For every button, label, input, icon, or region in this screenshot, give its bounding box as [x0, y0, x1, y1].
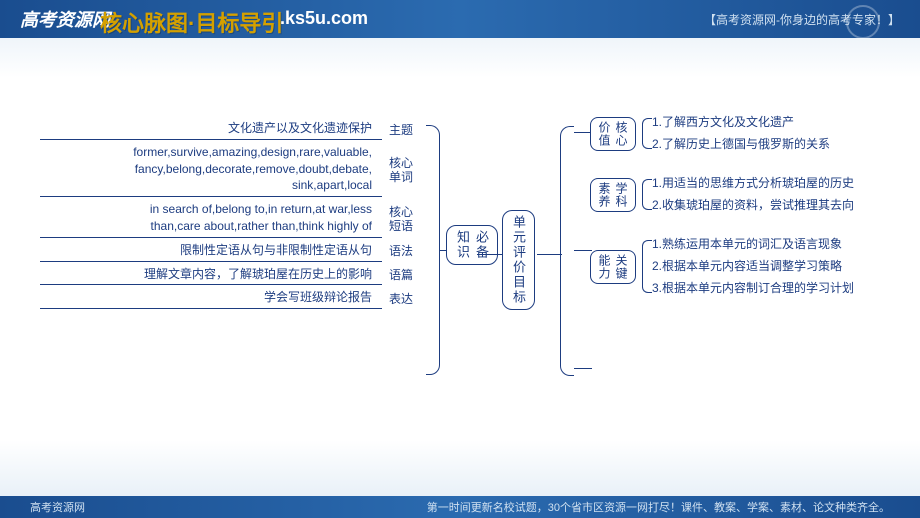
- left-content: 理解文章内容，了解琥珀屋在历史上的影响: [40, 266, 382, 286]
- header-url: .ks5u.com: [280, 8, 368, 29]
- list-item: 1.熟练运用本单元的词汇及语言现象: [652, 234, 854, 256]
- footer-right: 第一时间更新名校试题，30个省市区资源一网打尽！课件、教案、学案、素材、论文种类…: [427, 499, 890, 515]
- left-content: 文化遗产以及文化遗迹保护: [40, 120, 382, 140]
- left-label: 表达: [382, 292, 420, 306]
- left-label: 核心 短语: [382, 205, 420, 234]
- connector: [537, 254, 562, 255]
- left-row-expression: 学会写班级辩论报告 表达: [40, 289, 420, 309]
- mindmap-diagram: 文化遗产以及文化遗迹保护 主题 former,survive,amazing,d…: [40, 120, 880, 458]
- list-item: 3.根据本单元内容制订合理的学习计划: [652, 278, 854, 300]
- left-row-words: former,survive,amazing,design,rare,valua…: [40, 144, 420, 197]
- right-block-literacy: 学科 素养 1.用适当的思维方式分析琥珀屋的历史 2.收集琥珀屋的资料，尝试推理…: [590, 173, 900, 216]
- bracket-left: [426, 125, 440, 375]
- list-item: 1.了解西方文化及文化遗产: [652, 112, 830, 134]
- left-label: 语篇: [382, 268, 420, 282]
- bracket-right: [560, 126, 574, 376]
- right-block-ability: 关键 能力 1.熟练运用本单元的词汇及语言现象 2.根据本单元内容适当调整学习策…: [590, 234, 900, 299]
- right-label: 学科 素养: [590, 178, 636, 212]
- right-label: 关键 能力: [590, 250, 636, 284]
- logo-cn: 高考资源网: [20, 10, 110, 30]
- connector: [477, 254, 502, 255]
- footer-bar: 高考资源网 第一时间更新名校试题，30个省市区资源一网打尽！课件、教案、学案、素…: [0, 496, 920, 518]
- connector: [574, 368, 592, 369]
- header-tagline: 【高考资源网-你身边的高考专家！】: [704, 11, 900, 28]
- left-row-discourse: 理解文章内容，了解琥珀屋在历史上的影响 语篇: [40, 266, 420, 286]
- logo-text: 高考资源网: [20, 6, 110, 32]
- right-branch-group: 核心 价值 1.了解西方文化及文化遗产 2.了解历史上德国与俄罗斯的关系 学科 …: [590, 112, 900, 317]
- left-content: former,survive,amazing,design,rare,valua…: [40, 144, 382, 197]
- center-node-goals: 单元评价目标: [502, 210, 535, 310]
- left-content: 限制性定语从句与非限制性定语从句: [40, 242, 382, 262]
- left-label: 语法: [382, 244, 420, 258]
- left-content: 学会写班级辩论报告: [40, 289, 382, 309]
- bracket-icon: [642, 118, 652, 149]
- right-block-values: 核心 价值 1.了解西方文化及文化遗产 2.了解历史上德国与俄罗斯的关系: [590, 112, 900, 155]
- left-branch-group: 文化遗产以及文化遗迹保护 主题 former,survive,amazing,d…: [40, 120, 420, 313]
- left-label: 核心 单词: [382, 156, 420, 185]
- bracket-icon: [642, 240, 652, 293]
- right-label: 核心 价值: [590, 117, 636, 151]
- list-item: 2.了解历史上德国与俄罗斯的关系: [652, 134, 830, 156]
- list-item: 2.根据本单元内容适当调整学习策略: [652, 256, 854, 278]
- list-item: 2.收集琥珀屋的资料，尝试推理其去向: [652, 195, 854, 217]
- left-content: in search of,belong to,in return,at war,…: [40, 201, 382, 238]
- left-label: 主题: [382, 123, 420, 137]
- center-node-required: 必备 知识: [446, 225, 498, 265]
- page-title: 核心脉图·目标导引: [100, 6, 283, 38]
- right-items: 1.用适当的思维方式分析琥珀屋的历史 2.收集琥珀屋的资料，尝试推理其去向: [652, 173, 854, 216]
- list-item: 1.用适当的思维方式分析琥珀屋的历史: [652, 173, 854, 195]
- bracket-icon: [642, 179, 652, 210]
- right-items: 1.熟练运用本单元的词汇及语言现象 2.根据本单元内容适当调整学习策略 3.根据…: [652, 234, 854, 299]
- left-row-grammar: 限制性定语从句与非限制性定语从句 语法: [40, 242, 420, 262]
- footer-left: 高考资源网: [30, 499, 85, 515]
- left-row-phrases: in search of,belong to,in return,at war,…: [40, 201, 420, 238]
- right-items: 1.了解西方文化及文化遗产 2.了解历史上德国与俄罗斯的关系: [652, 112, 830, 155]
- left-row-topic: 文化遗产以及文化遗迹保护 主题: [40, 120, 420, 140]
